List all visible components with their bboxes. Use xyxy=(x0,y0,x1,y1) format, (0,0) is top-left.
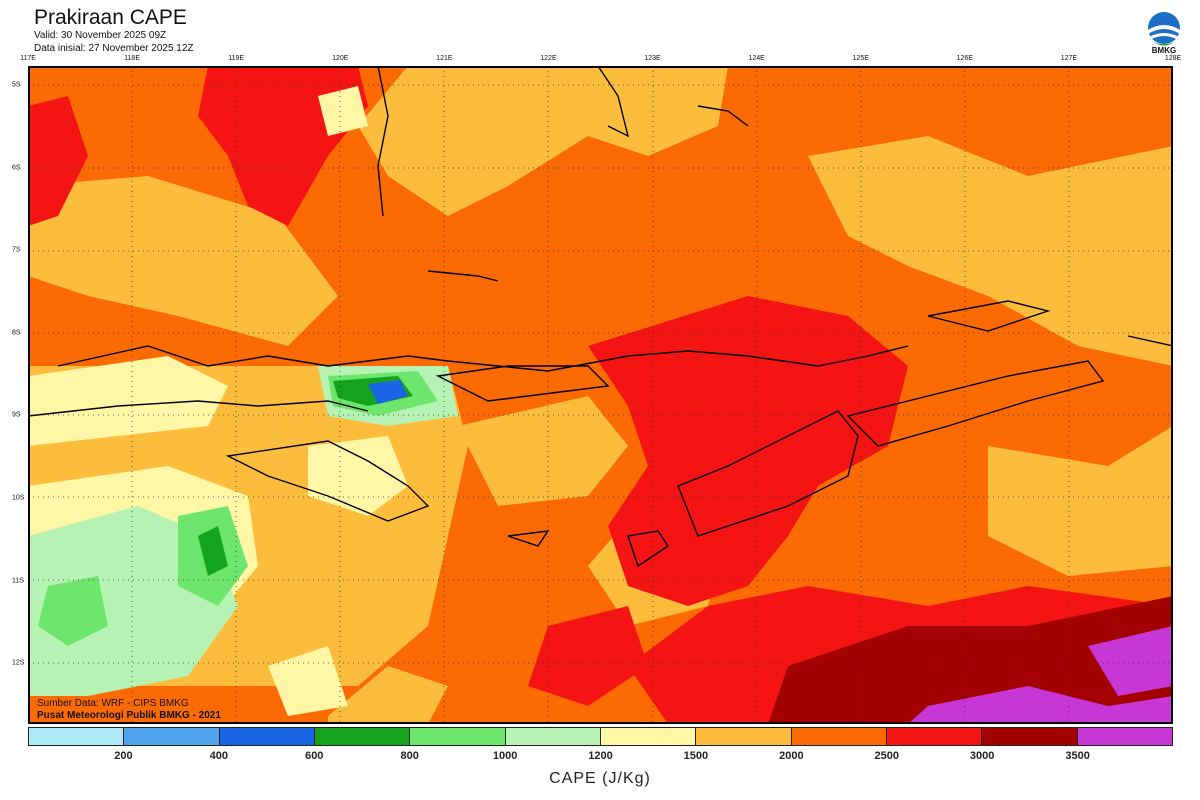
colorbar-tick-label: 3500 xyxy=(1065,750,1090,762)
longitude-tick: 122E xyxy=(540,55,557,62)
bmkg-logo-icon xyxy=(1148,12,1180,46)
latitude-tick: 10S xyxy=(12,494,25,502)
colorbar-segment xyxy=(696,728,792,745)
longitude-tick: 127E xyxy=(1060,55,1078,62)
longitude-tick: 118E xyxy=(124,55,140,62)
colorbar-segment xyxy=(29,728,125,745)
latitude-tick: 8S xyxy=(12,329,21,337)
colorbar-segment xyxy=(886,728,983,745)
colorbar-tick-label: 200 xyxy=(114,750,133,762)
cape-map xyxy=(28,66,1173,724)
colorbar-tick-label: 800 xyxy=(400,750,419,762)
colorbar-segment xyxy=(410,728,506,745)
latitude-tick: 6S xyxy=(12,164,21,172)
center-credit: Pusat Meteorologi Publik BMKG - 2021 xyxy=(37,710,221,721)
cape-colorbar xyxy=(28,727,1173,746)
longitude-tick: 124E xyxy=(748,55,765,62)
longitude-tick: 121E xyxy=(436,55,453,62)
colorbar-tick-label: 1500 xyxy=(683,750,709,762)
latitude-tick: 11S xyxy=(12,577,24,585)
longitude-tick: 125E xyxy=(852,55,869,62)
colorbar-tick-label: 400 xyxy=(209,750,229,762)
longitude-tick: 119E xyxy=(228,55,245,62)
colorbar-segment xyxy=(219,728,315,745)
colorbar-tick-label: 600 xyxy=(305,750,324,762)
colorbar-tick-label: 2500 xyxy=(874,750,899,762)
colorbar-segment xyxy=(982,728,1078,745)
colorbar-segment xyxy=(505,728,601,745)
longitude-tick: 126E xyxy=(956,55,973,62)
longitude-tick: 123E xyxy=(644,55,661,62)
map-title: Prakiraan CAPE xyxy=(34,6,187,29)
latitude-tick: 5S xyxy=(12,81,21,89)
colorbar-unit-label: CAPE (J/Kg) xyxy=(549,770,651,787)
colorbar-tick-label: 1200 xyxy=(588,750,613,762)
colorbar-segment xyxy=(791,728,887,745)
data-source-credit: Sumber Data: WRF - CIPS BMKG xyxy=(37,698,189,709)
colorbar-tick-label: 2000 xyxy=(779,750,804,762)
longitude-tick: 120E xyxy=(332,55,349,62)
colorbar-segment xyxy=(124,728,220,745)
colorbar-segment xyxy=(600,728,697,745)
longitude-tick: 117E xyxy=(20,55,36,62)
colorbar-segment xyxy=(314,728,411,745)
latitude-tick: 12S xyxy=(12,659,25,667)
latitude-tick: 9S xyxy=(12,411,21,419)
valid-time: Valid: 30 November 2025 09Z xyxy=(34,30,167,41)
init-time: Data inisial: 27 November 2025 12Z xyxy=(34,43,194,54)
colorbar-tick-label: 1000 xyxy=(492,750,518,762)
colorbar-segment xyxy=(1077,728,1172,745)
colorbar-tick-label: 3000 xyxy=(969,750,995,762)
logo-text: BMKG xyxy=(1151,46,1177,55)
longitude-tick: 128E xyxy=(1164,55,1182,62)
latitude-tick: 7S xyxy=(12,246,21,254)
